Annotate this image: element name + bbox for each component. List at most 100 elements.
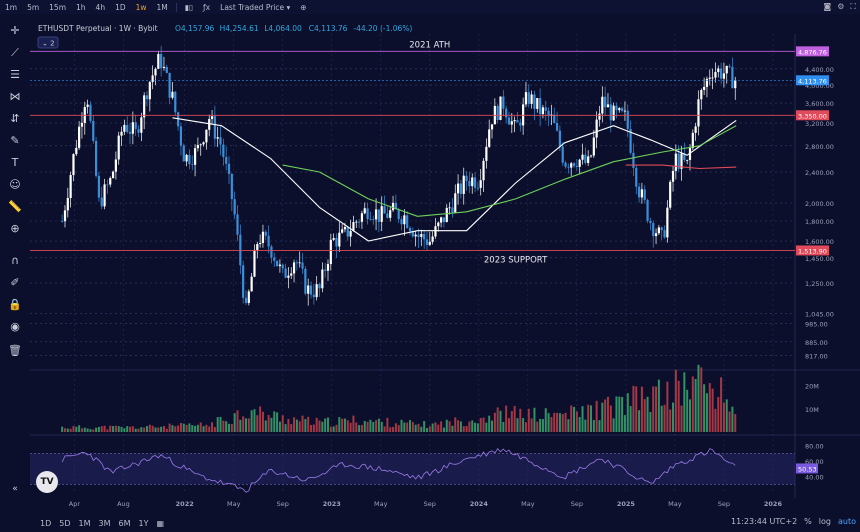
collapse-icon[interactable]: «	[12, 484, 18, 494]
log-toggle[interactable]: log	[818, 517, 831, 526]
volume-bar	[655, 386, 658, 432]
candle-body	[598, 113, 601, 120]
pattern-icon[interactable]: ⋈	[9, 90, 21, 103]
ruler-icon[interactable]: 📏	[8, 200, 22, 213]
range-1Y[interactable]: 1Y	[138, 518, 149, 528]
volume-bar	[663, 404, 666, 432]
candle-body	[705, 78, 709, 87]
volume-bar	[154, 427, 157, 432]
candle-body	[89, 104, 92, 121]
volume-bar	[276, 412, 279, 432]
volume-bar	[89, 429, 92, 432]
stay-drawing-icon[interactable]: ✐	[10, 276, 20, 289]
volume-bar	[315, 417, 318, 432]
eye-icon[interactable]: ◉	[10, 320, 20, 333]
volume-bar	[708, 383, 711, 432]
volume-bar	[573, 406, 576, 432]
interval-1D[interactable]: 1D	[115, 2, 126, 12]
candle-body	[677, 153, 680, 169]
range-1M[interactable]: 1M	[78, 518, 91, 528]
candle-body	[437, 222, 440, 227]
candle-body	[465, 175, 468, 182]
candle-body	[128, 131, 132, 134]
volume-bar	[97, 426, 100, 432]
interval-list: 1m 5m 15m 1h 4h 1D 1w 1M	[0, 3, 173, 12]
interval-4h[interactable]: 4h	[95, 2, 106, 12]
crosshair-icon[interactable]: ✛	[10, 24, 20, 37]
volume-bar	[397, 425, 400, 432]
price-chart[interactable]: ETHUSDT Perpetual · 1W · Bybit O4,157.96 H…	[30, 14, 860, 514]
volume-bar	[561, 414, 564, 432]
projection-icon[interactable]: ⇵	[10, 112, 20, 125]
candle-body	[403, 215, 406, 225]
volume-bar	[482, 417, 485, 432]
candle-body	[131, 122, 134, 134]
volume-bar	[151, 425, 154, 432]
fib-icon[interactable]: ☰	[10, 68, 20, 81]
volume-bar	[493, 412, 496, 432]
candle-body	[154, 68, 157, 76]
interval-1m[interactable]: 1m	[5, 2, 18, 12]
interval-1M[interactable]: 1M	[156, 2, 168, 12]
candle-body	[374, 209, 378, 220]
candle-body	[321, 269, 324, 289]
candle-body	[377, 209, 380, 222]
candle-body	[728, 65, 731, 67]
interval-1h[interactable]: 1h	[76, 2, 86, 12]
candle-body	[547, 110, 550, 117]
candle-body	[575, 165, 578, 167]
x-tick-label: May	[227, 500, 241, 508]
range-5D[interactable]: 5D	[59, 518, 71, 528]
candle-body	[652, 223, 655, 237]
candle-body	[188, 154, 191, 165]
camera-icon[interactable]: ◙	[823, 2, 832, 11]
candle-body	[120, 131, 123, 136]
volume-bar	[638, 410, 641, 432]
candle-body	[524, 92, 528, 105]
interval-5m[interactable]: 5m	[27, 2, 40, 12]
range-6M[interactable]: 6M	[118, 518, 131, 528]
legend-close: C4,113.76	[309, 24, 348, 33]
price-tick-label: 1,800.00	[805, 218, 834, 226]
brush-icon[interactable]: ✎	[10, 134, 20, 147]
candle-body	[106, 184, 109, 186]
range-1D[interactable]: 1D	[40, 518, 52, 528]
legend-low: L4,064.00	[264, 24, 302, 33]
trendline-icon[interactable]: ⟋	[11, 46, 19, 59]
volume-bar	[590, 405, 593, 432]
candle-body	[174, 91, 177, 113]
candle-body	[256, 244, 259, 251]
auto-toggle[interactable]: auto	[837, 517, 856, 526]
x-tick-label: Sep	[571, 500, 583, 508]
candle-body	[236, 214, 239, 235]
trash-icon[interactable]: 🗑	[8, 344, 22, 357]
percent-toggle[interactable]: %	[804, 517, 812, 526]
fullscreen-icon[interactable]: ⛶	[850, 2, 856, 11]
magnet-icon[interactable]: ∩	[10, 254, 20, 267]
range-3M[interactable]: 3M	[98, 518, 111, 528]
indicators-icon[interactable]: ƒx	[203, 2, 211, 12]
add-icon[interactable]: ⊕	[300, 2, 307, 12]
candle-body	[686, 159, 689, 161]
lock-icon[interactable]: 🔒	[8, 298, 22, 311]
volume-bar	[168, 423, 171, 432]
emoji-icon[interactable]: ☺	[9, 178, 21, 191]
candle-type-icon[interactable]: ▮▯	[184, 2, 194, 12]
interval-1w[interactable]: 1w	[135, 2, 147, 12]
volume-bar	[392, 426, 395, 432]
settings-icon[interactable]: ⚙	[837, 2, 845, 11]
x-tick-label: Sep	[277, 500, 289, 508]
interval-15m[interactable]: 15m	[49, 2, 67, 12]
price-type-select[interactable]: Last Traded Price ▾	[220, 2, 291, 12]
candle-body	[250, 276, 253, 292]
price-tick-label: 4,400.00	[805, 66, 834, 74]
volume-bar	[92, 429, 95, 432]
candle-body	[513, 120, 516, 122]
candle-body	[454, 193, 457, 213]
volume-bar	[143, 427, 146, 432]
volume-bar	[386, 417, 389, 432]
text-icon[interactable]: T	[11, 156, 19, 169]
volume-bar	[188, 423, 191, 432]
calendar-icon[interactable]: ▦	[156, 518, 165, 528]
zoom-icon[interactable]: ⊕	[10, 222, 20, 235]
